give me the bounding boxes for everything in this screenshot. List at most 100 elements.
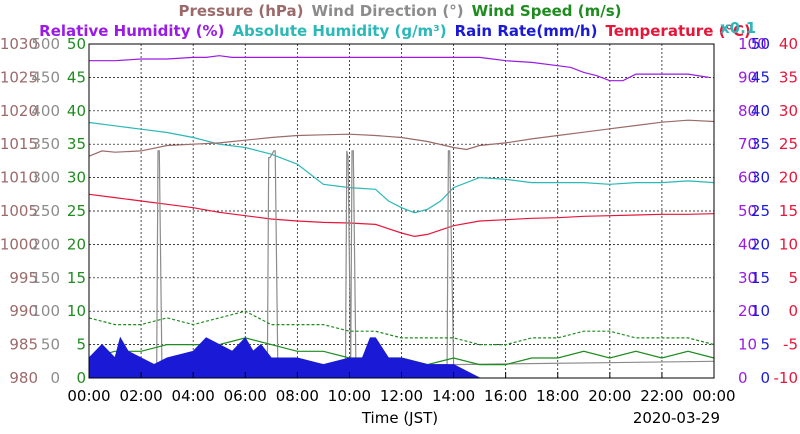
tick-label-wind-speed: 5 [76, 336, 86, 354]
tick-label-humidity: 50 [738, 202, 757, 220]
x-axis: 00:00 02:00 04:00 06:00 08:00 10:00 12:00 14:00… [67, 372, 736, 405]
legend-entry: Pressure (hPa) [178, 2, 303, 20]
tick-label-wind-speed: 0 [76, 369, 86, 387]
tick-label-rain-rate: 50 [751, 35, 770, 53]
tick-label-humidity: 100 [738, 35, 767, 53]
tick-label-pressure: 1020 [0, 102, 38, 120]
tick-label-pressure: 1000 [0, 235, 38, 253]
tick-label-rain-rate: 20 [751, 235, 770, 253]
date-label: 2020-03-29 [633, 409, 720, 427]
series-temperature [88, 193, 715, 238]
tick-label-wind-direction: 200 [31, 235, 60, 253]
tick-label-wind-speed: 45 [67, 68, 86, 86]
x-tick-label: 16:00 [484, 387, 527, 405]
x-tick-label: 14:00 [432, 387, 475, 405]
tick-label-wind-speed: 25 [67, 202, 86, 220]
x-tick-label: 00:00 [67, 387, 110, 405]
tick-label-wind-direction: 350 [31, 135, 60, 153]
left-axes: 9809859909951000100510101015102010251030… [0, 35, 86, 387]
tick-label-temperature: -5 [783, 336, 798, 354]
tick-label-wind-speed: 35 [67, 135, 86, 153]
tick-label-wind-direction: 450 [31, 68, 60, 86]
tick-label-rain-rate: 45 [751, 68, 770, 86]
tick-label-temperature: 35 [779, 68, 798, 86]
x-tick-label: 06:00 [224, 387, 267, 405]
tick-label-pressure: 995 [9, 269, 38, 287]
legend-entry: Relative Humidity (%) [39, 22, 224, 40]
tick-label-rain-rate: 30 [751, 169, 770, 187]
tick-label-wind-direction: 400 [31, 102, 60, 120]
tick-label-wind-speed: 30 [67, 169, 86, 187]
tick-label-pressure: 980 [9, 369, 38, 387]
tick-label-wind-direction: 300 [31, 169, 60, 187]
tick-label-rain-rate: 5 [760, 336, 770, 354]
tick-label-humidity: 60 [738, 169, 757, 187]
tick-label-temperature: -10 [774, 369, 799, 387]
tick-label-wind-direction: 100 [31, 302, 60, 320]
tick-label-humidity: 80 [738, 102, 757, 120]
x-tick-label: 22:00 [640, 387, 683, 405]
tick-label-rain-rate: 40 [751, 102, 770, 120]
tick-label-wind-direction: 150 [31, 269, 60, 287]
tick-label-temperature: 15 [779, 202, 798, 220]
tick-label-rain-rate: 10 [751, 302, 770, 320]
tick-label-pressure: 985 [9, 336, 38, 354]
tick-label-wind-direction: 0 [50, 369, 60, 387]
abs-humidity-scale-note: x0.1 [720, 19, 756, 37]
x-axis-label: Time (JST) [361, 409, 438, 427]
x-tick-label: 08:00 [276, 387, 319, 405]
tick-label-wind-speed: 10 [67, 302, 86, 320]
x-tick-label: 18:00 [536, 387, 579, 405]
grid-lines [89, 44, 714, 378]
legend-entry: Absolute Humidity (g/m³) [232, 22, 446, 40]
tick-label-temperature: 20 [779, 169, 798, 187]
tick-label-wind-speed: 40 [67, 102, 86, 120]
x-tick-label: 20:00 [588, 387, 631, 405]
series-pressure [88, 119, 715, 157]
series-layer [88, 55, 715, 379]
right-axes: 0102030405060708090100051015202530354045… [738, 35, 798, 387]
tick-label-humidity: 90 [738, 68, 757, 86]
tick-label-temperature: 10 [779, 235, 798, 253]
tick-label-temperature: 40 [779, 35, 798, 53]
tick-label-humidity: 20 [738, 302, 757, 320]
tick-label-temperature: 5 [788, 269, 798, 287]
x-tick-label: 04:00 [172, 387, 215, 405]
legend-entry: Rain Rate(mm/h) [455, 22, 598, 40]
legend-row-1: Pressure (hPa) Wind Direction (°) Wind Spe… [178, 2, 621, 20]
tick-label-humidity: 10 [738, 336, 757, 354]
tick-label-rain-rate: 0 [760, 369, 770, 387]
tick-label-temperature: 0 [788, 302, 798, 320]
tick-label-pressure: 1015 [0, 135, 38, 153]
tick-label-wind-speed: 50 [67, 35, 86, 53]
tick-label-temperature: 25 [779, 135, 798, 153]
tick-label-humidity: 70 [738, 135, 757, 153]
tick-label-wind-speed: 15 [67, 269, 86, 287]
tick-label-humidity: 0 [738, 369, 748, 387]
series-rain-rate [88, 336, 480, 379]
tick-label-rain-rate: 25 [751, 202, 770, 220]
tick-label-wind-direction: 500 [31, 35, 60, 53]
tick-label-pressure: 1025 [0, 68, 38, 86]
tick-label-pressure: 990 [9, 302, 38, 320]
x-tick-label: 12:00 [380, 387, 423, 405]
legend-entry: Temperature (°C) [605, 22, 750, 40]
tick-label-humidity: 30 [738, 269, 757, 287]
legend-entry: Wind Speed (m/s) [472, 2, 622, 20]
tick-label-rain-rate: 35 [751, 135, 770, 153]
tick-label-wind-direction: 250 [31, 202, 60, 220]
legend-entry: Wind Direction (°) [311, 2, 463, 20]
tick-label-pressure: 1005 [0, 202, 38, 220]
tick-label-humidity: 40 [738, 235, 757, 253]
tick-label-temperature: 30 [779, 102, 798, 120]
tick-label-wind-speed: 20 [67, 235, 86, 253]
series-relative-humidity [89, 55, 709, 82]
tick-label-pressure: 1010 [0, 169, 38, 187]
series-absolute-humidity [88, 121, 715, 214]
legend-row-2: Relative Humidity (%) Absolute Humidity (… [39, 22, 751, 40]
series-wind-speed-gust [88, 310, 715, 346]
tick-label-pressure: 1030 [0, 35, 38, 53]
tick-label-wind-direction: 50 [41, 336, 60, 354]
x-tick-label: 02:00 [119, 387, 162, 405]
